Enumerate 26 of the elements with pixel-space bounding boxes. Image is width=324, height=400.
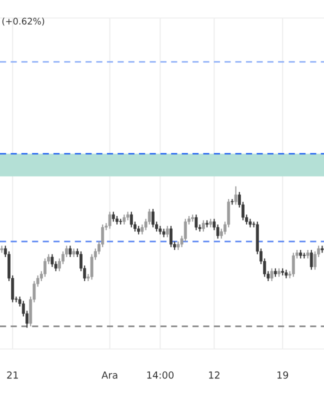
x-tick-label: Ara [102, 372, 118, 379]
candlestick [112, 211, 115, 222]
candlestick [152, 208, 154, 228]
candlestick [292, 252, 295, 278]
candlestick [270, 268, 274, 282]
candlestick [166, 225, 169, 238]
x-tick-label: 14:00 [147, 371, 174, 379]
candlestick [108, 211, 112, 230]
candlestick [302, 252, 306, 259]
candlestick [194, 214, 198, 231]
candlestick [310, 249, 313, 270]
candlestick [320, 245, 324, 254]
x-tick-label: 21 [7, 371, 18, 379]
candlestick [234, 186, 238, 206]
candlestick [122, 214, 126, 226]
x-tick-label: 12 [209, 371, 220, 379]
text: (+0.62%) [2, 18, 44, 26]
x-tick-label: 19 [277, 371, 288, 379]
candlestick [170, 225, 172, 248]
candlestick [202, 220, 205, 232]
candlestick [68, 245, 72, 258]
candlestick [50, 254, 54, 268]
candlestick [130, 211, 133, 228]
candlestick [0, 245, 4, 254]
candlestick [230, 198, 234, 206]
candlestick [44, 258, 46, 278]
